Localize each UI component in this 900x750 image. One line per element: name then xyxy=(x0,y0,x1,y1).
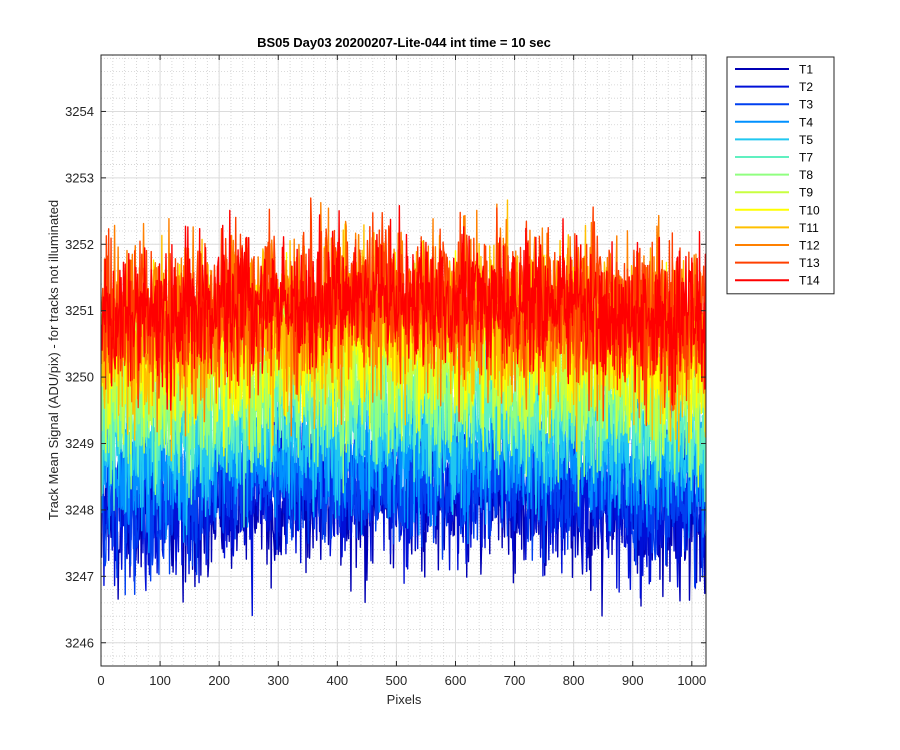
x-axis: 0 100 200 300 400 500 600 700 800 900 1000 xyxy=(97,55,706,688)
legend-label: T5 xyxy=(799,133,813,147)
y-axis-label: Track Mean Signal (ADU/pix) - for tracks… xyxy=(46,200,61,520)
x-tick-label: 400 xyxy=(326,673,348,688)
legend-label: T2 xyxy=(799,80,813,94)
series-lines xyxy=(101,197,706,617)
x-tick-label: 0 xyxy=(97,673,104,688)
y-tick-label: 3249 xyxy=(65,436,94,451)
legend-label: T3 xyxy=(799,98,813,112)
legend-label: T8 xyxy=(799,168,813,182)
y-tick-label: 3252 xyxy=(65,237,94,252)
legend-label: T10 xyxy=(799,203,820,217)
y-axis: 3246 3247 3248 3249 3250 3251 3252 3253 3254 xyxy=(65,104,706,650)
legend-label: T9 xyxy=(799,186,813,200)
legend-label: T4 xyxy=(799,115,813,129)
legend-label: T7 xyxy=(799,151,813,165)
y-tick-label: 3250 xyxy=(65,370,94,385)
x-tick-label: 900 xyxy=(622,673,644,688)
plot-frame xyxy=(100,54,707,667)
x-tick-label: 600 xyxy=(445,673,467,688)
x-tick-label: 800 xyxy=(563,673,585,688)
legend-label: T12 xyxy=(799,239,820,253)
series-line-t14 xyxy=(101,205,706,411)
x-axis-label: Pixels xyxy=(387,692,422,707)
x-tick-label: 100 xyxy=(149,673,171,688)
x-tick-label: 500 xyxy=(386,673,408,688)
y-tick-label: 3254 xyxy=(65,104,94,119)
legend: T1 T2 T3 T4 T5 T7 T8 T9 T10 T11 T12 T13 T14 xyxy=(726,56,835,295)
legend-label: T11 xyxy=(799,221,819,235)
x-tick-label: 300 xyxy=(267,673,289,688)
chart-title: BS05 Day03 20200207-Lite-044 int time = … xyxy=(257,35,551,50)
legend-label: T14 xyxy=(799,274,820,288)
x-tick-label: 200 xyxy=(208,673,230,688)
y-tick-label: 3248 xyxy=(65,502,94,517)
legend-label: T1 xyxy=(799,63,813,77)
legend-label: T13 xyxy=(799,256,820,270)
y-tick-label: 3251 xyxy=(65,303,94,318)
y-tick-label: 3246 xyxy=(65,635,94,650)
y-tick-label: 3247 xyxy=(65,569,94,584)
x-tick-label: 1000 xyxy=(677,673,706,688)
x-tick-label: 700 xyxy=(504,673,526,688)
y-tick-label: 3253 xyxy=(65,170,94,185)
